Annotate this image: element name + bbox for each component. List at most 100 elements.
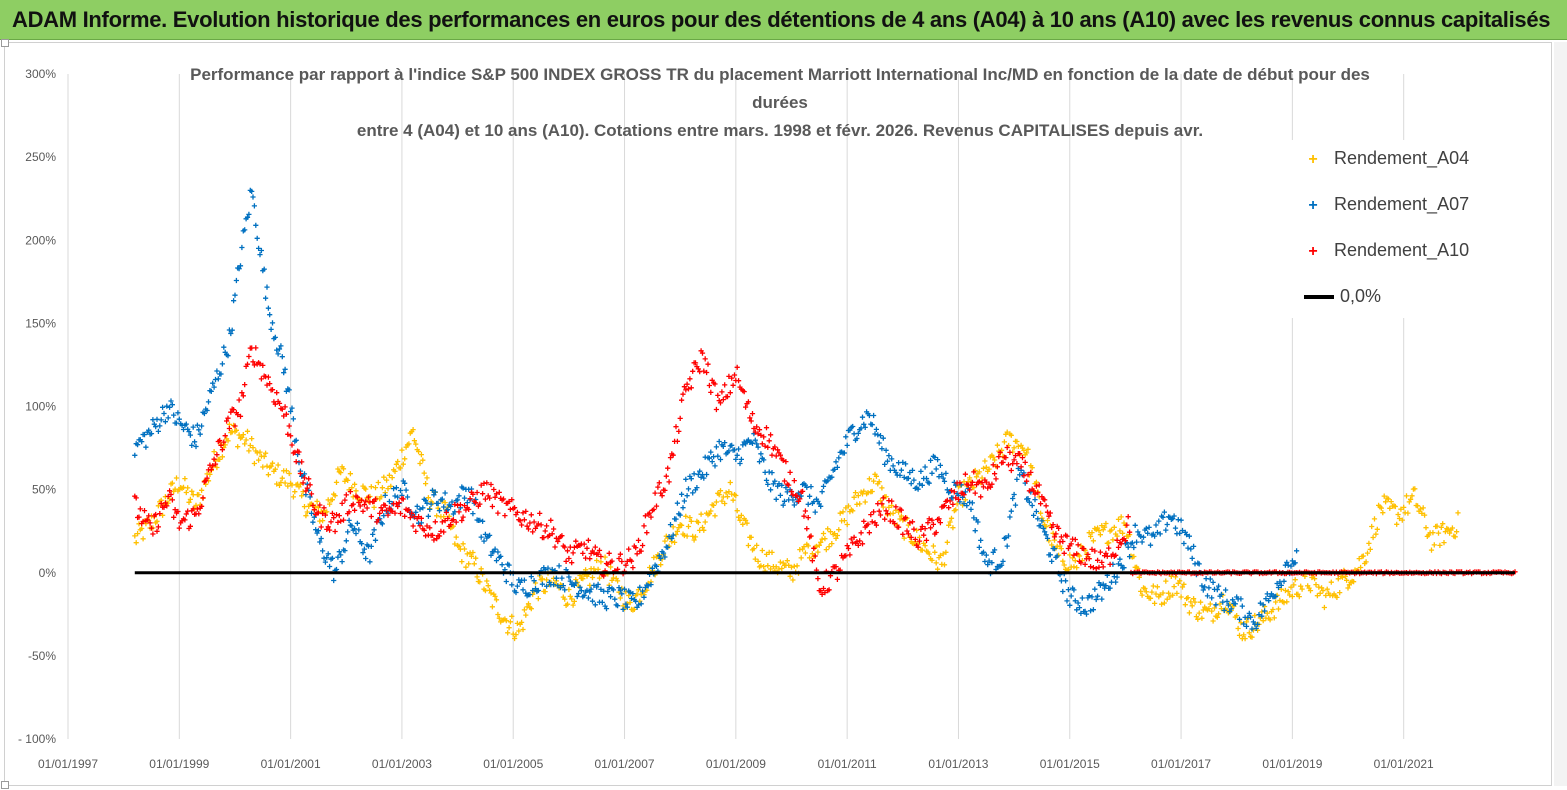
point-rendement-a07 [329,555,335,561]
chart-title-line-3: entre 4 (A04) et 10 ans (A10). Cotations… [356,121,1204,140]
point-rendement-a07 [1035,516,1041,522]
point-rendement-a04 [217,456,223,462]
point-rendement-a04 [1159,601,1165,607]
point-rendement-a04 [562,596,568,602]
point-rendement-a07 [532,586,539,592]
point-rendement-a04 [627,599,633,606]
point-rendement-a07 [492,546,498,552]
point-rendement-a10 [1038,501,1044,507]
point-rendement-a04 [716,492,722,498]
point-rendement-a04 [1072,558,1078,564]
point-rendement-a04 [1191,596,1197,602]
point-rendement-a07 [325,551,331,557]
point-rendement-a04 [423,481,429,487]
point-rendement-a07 [603,606,610,612]
point-rendement-a04 [1189,603,1195,609]
point-rendement-a07 [1221,607,1227,613]
vertical-scrollbar[interactable] [1554,42,1567,786]
point-rendement-a10 [482,496,488,502]
point-rendement-a07 [791,502,797,508]
x-tick-label: 01/01/1999 [149,757,209,771]
resize-handle-top-left[interactable] [1,39,9,47]
point-rendement-a10 [790,492,796,498]
point-rendement-a04 [512,635,518,642]
point-rendement-a07 [722,440,728,446]
point-rendement-a10 [392,510,398,516]
point-rendement-a10 [460,514,466,520]
legend-item-a07: + Rendement_A07 [1302,194,1469,218]
point-rendement-a10 [876,508,882,514]
point-rendement-a04 [1217,601,1223,607]
point-rendement-a10 [276,400,283,406]
point-rendement-a04 [256,457,262,463]
point-rendement-a04 [1096,528,1102,534]
point-rendement-a07 [1206,585,1212,591]
point-rendement-a07 [1170,516,1176,522]
point-rendement-a07 [829,474,835,480]
point-rendement-a07 [670,532,676,538]
point-rendement-a04 [1364,550,1371,556]
point-rendement-a10 [1046,513,1052,519]
point-rendement-a07 [498,553,504,559]
point-rendement-a10 [630,565,636,571]
point-rendement-a10 [1049,524,1055,531]
point-rendement-a10 [203,478,209,484]
point-rendement-a07 [1294,548,1300,554]
point-rendement-a10 [1074,551,1080,557]
point-rendement-a07 [939,471,945,478]
point-rendement-a10 [688,385,694,391]
point-rendement-a10 [147,520,153,526]
point-rendement-a04 [240,432,246,438]
point-rendement-a07 [1003,535,1009,541]
point-rendement-a07 [263,295,269,301]
point-rendement-a04 [758,563,764,569]
point-rendement-a04 [417,460,423,467]
point-rendement-a07 [986,558,992,564]
point-rendement-a10 [303,488,309,494]
point-rendement-a04 [992,457,998,463]
point-rendement-a04 [1405,510,1411,516]
resize-handle-bottom-left[interactable] [1,781,9,789]
point-rendement-a07 [225,353,231,359]
point-rendement-a10 [605,561,611,567]
point-rendement-a10 [587,556,593,562]
point-rendement-a04 [160,512,166,518]
point-rendement-a10 [409,510,415,516]
point-rendement-a04 [1061,562,1067,568]
point-rendement-a04 [722,500,728,507]
point-rendement-a10 [820,585,827,592]
point-rendement-a07 [684,493,690,499]
point-rendement-a07 [1160,514,1166,520]
point-rendement-a07 [153,424,159,430]
point-rendement-a10 [773,453,779,459]
point-rendement-a07 [1171,513,1177,519]
point-rendement-a07 [1134,539,1140,545]
point-rendement-a10 [1072,536,1078,543]
point-rendement-a07 [627,589,633,595]
point-rendement-a07 [681,498,687,504]
point-rendement-a07 [1039,518,1045,524]
point-rendement-a04 [658,562,664,568]
point-rendement-a10 [361,502,367,508]
point-rendement-a07 [359,541,365,547]
point-rendement-a10 [431,537,437,543]
point-rendement-a07 [509,582,515,588]
point-rendement-a07 [246,211,252,217]
point-rendement-a07 [935,457,941,463]
point-rendement-a07 [783,485,789,491]
point-rendement-a07 [1065,587,1071,593]
point-rendement-a07 [317,539,323,545]
point-rendement-a10 [571,544,577,550]
point-rendement-a10 [310,502,316,509]
point-rendement-a04 [395,458,401,465]
point-rendement-a10 [858,530,864,536]
point-rendement-a04 [1038,510,1044,516]
point-rendement-a10 [395,503,401,510]
point-rendement-a04 [943,549,949,555]
point-rendement-a10 [413,528,419,534]
point-rendement-a10 [363,498,369,504]
point-rendement-a04 [826,544,832,550]
point-rendement-a10 [537,510,543,516]
point-rendement-a10 [427,525,433,531]
point-rendement-a04 [1291,582,1297,588]
